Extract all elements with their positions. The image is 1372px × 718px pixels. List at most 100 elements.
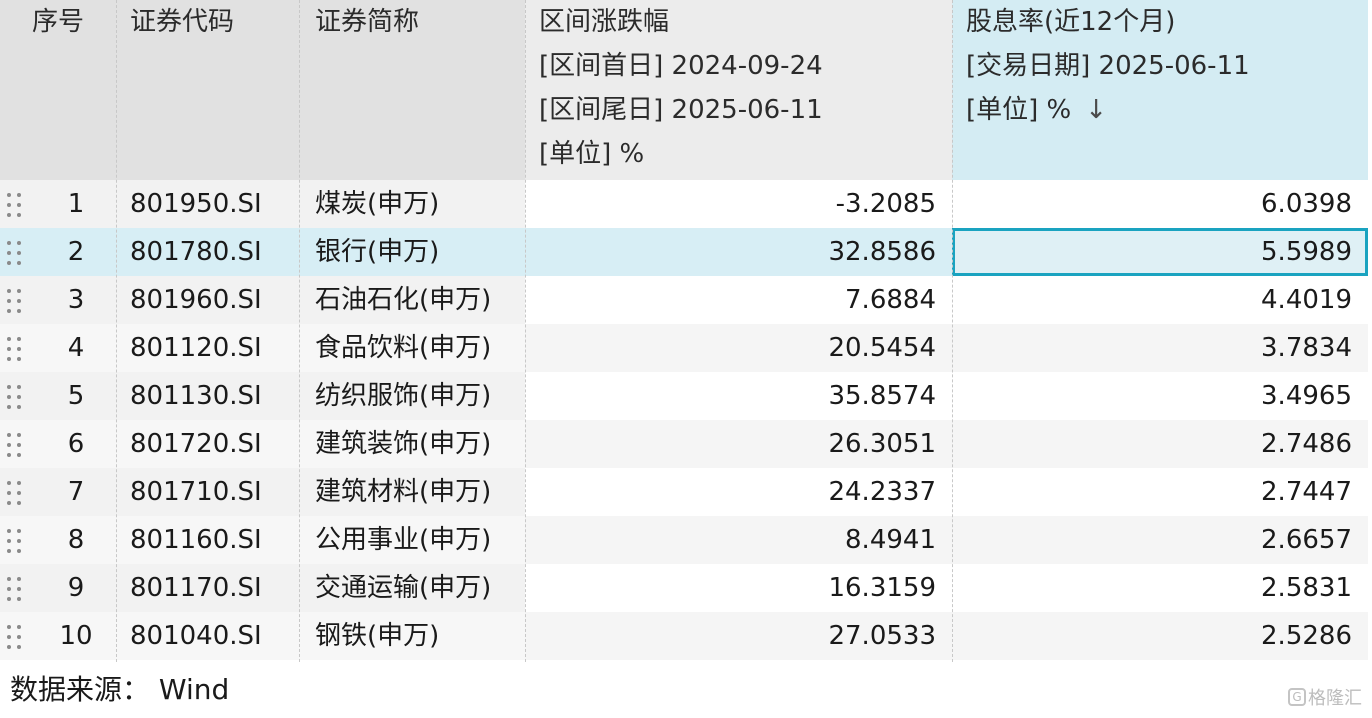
cell-change[interactable]: 8.4941 [525, 516, 952, 564]
cell-yield[interactable]: 2.6657 [952, 516, 1368, 564]
cell-code[interactable]: 801160.SI [116, 516, 299, 564]
cell-yield[interactable]: 3.7834 [952, 324, 1368, 372]
cell-change[interactable]: 26.3051 [525, 420, 952, 468]
cell-code[interactable]: 801170.SI [116, 564, 299, 612]
drag-grip-icon [7, 337, 25, 361]
cell-name[interactable]: 纺织服饰(申万) [299, 372, 525, 420]
cell-name[interactable]: 食品饮料(申万) [299, 324, 525, 372]
cell-code[interactable]: 801780.SI [116, 228, 299, 276]
cell-change[interactable]: 32.8586 [525, 228, 952, 276]
table-row[interactable]: 9 801170.SI 交通运输(申万) 16.3159 2.5831 [0, 564, 1368, 612]
cell-yield[interactable]: 2.5286 [952, 612, 1368, 660]
watermark-text: 格隆汇 [1308, 688, 1362, 709]
cell-seq: 9 [40, 564, 116, 612]
column-header-change[interactable]: 区间涨跌幅 [区间首日] 2024-09-24 [区间尾日] 2025-06-1… [525, 0, 952, 180]
row-drag-handle[interactable] [0, 372, 40, 420]
cell-name[interactable]: 石油石化(申万) [299, 276, 525, 324]
row-drag-handle[interactable] [0, 324, 40, 372]
cell-seq: 6 [40, 420, 116, 468]
cell-code[interactable]: 801130.SI [116, 372, 299, 420]
table-row[interactable]: 5 801130.SI 纺织服饰(申万) 35.8574 3.4965 [0, 372, 1368, 420]
cell-change[interactable]: 20.5454 [525, 324, 952, 372]
cell-change[interactable]: 24.2337 [525, 468, 952, 516]
cell-code[interactable]: 801960.SI [116, 276, 299, 324]
table-row[interactable]: 8 801160.SI 公用事业(申万) 8.4941 2.6657 [0, 516, 1368, 564]
column-divider [525, 0, 526, 662]
cell-change[interactable]: 27.0533 [525, 612, 952, 660]
row-drag-handle[interactable] [0, 468, 40, 516]
column-header-name[interactable]: 证券简称 [299, 0, 525, 180]
cell-name[interactable]: 公用事业(申万) [299, 516, 525, 564]
cell-name[interactable]: 钢铁(申万) [299, 612, 525, 660]
drag-grip-icon [7, 625, 25, 649]
cell-seq: 7 [40, 468, 116, 516]
cell-yield[interactable]: 2.7447 [952, 468, 1368, 516]
row-drag-handle[interactable] [0, 420, 40, 468]
cell-yield[interactable]: 2.5831 [952, 564, 1368, 612]
column-header-seq[interactable]: 序号 [0, 0, 116, 180]
cell-code[interactable]: 801040.SI [116, 612, 299, 660]
drag-grip-icon [7, 241, 25, 265]
cell-code[interactable]: 801710.SI [116, 468, 299, 516]
cell-change[interactable]: 16.3159 [525, 564, 952, 612]
header-yield-date: [交易日期] 2025-06-11 [966, 51, 1250, 81]
drag-grip-icon [7, 385, 25, 409]
cell-seq: 5 [40, 372, 116, 420]
cell-yield[interactable]: 4.4019 [952, 276, 1368, 324]
table-row[interactable]: 1 801950.SI 煤炭(申万) -3.2085 6.0398 [0, 180, 1368, 228]
cell-seq: 1 [40, 180, 116, 228]
cell-code[interactable]: 801720.SI [116, 420, 299, 468]
cell-yield[interactable]: 6.0398 [952, 180, 1368, 228]
cell-change[interactable]: -3.2085 [525, 180, 952, 228]
row-drag-handle[interactable] [0, 612, 40, 660]
table-row[interactable]: 4 801120.SI 食品饮料(申万) 20.5454 3.7834 [0, 324, 1368, 372]
table-row[interactable]: 7 801710.SI 建筑材料(申万) 24.2337 2.7447 [0, 468, 1368, 516]
header-yield-unit-line: [单位] % ↓ [966, 88, 1368, 132]
cell-yield-focused[interactable]: 5.5989 [952, 228, 1368, 276]
cell-seq: 8 [40, 516, 116, 564]
header-change-unit: [单位] % [539, 139, 645, 169]
header-yield-title: 股息率(近12个月) [966, 7, 1176, 37]
drag-grip-icon [7, 289, 25, 313]
column-divider [116, 0, 117, 662]
cell-code[interactable]: 801120.SI [116, 324, 299, 372]
cell-name[interactable]: 交通运输(申万) [299, 564, 525, 612]
cell-name[interactable]: 建筑材料(申万) [299, 468, 525, 516]
header-code-label: 证券代码 [130, 7, 235, 37]
cell-seq: 3 [40, 276, 116, 324]
drag-grip-icon [7, 529, 25, 553]
row-drag-handle[interactable] [0, 276, 40, 324]
drag-grip-icon [7, 193, 25, 217]
row-drag-handle[interactable] [0, 516, 40, 564]
cell-name[interactable]: 建筑装饰(申万) [299, 420, 525, 468]
data-source-note: 数据来源： Wind [10, 673, 230, 706]
table-row-selected[interactable]: 2 801780.SI 银行(申万) 32.8586 5.5989 [0, 228, 1368, 276]
cell-code[interactable]: 801950.SI [116, 180, 299, 228]
cell-name[interactable]: 银行(申万) [299, 228, 525, 276]
header-yield-unit: [单位] % [966, 95, 1072, 125]
drag-grip-icon [7, 481, 25, 505]
column-divider [952, 0, 953, 662]
table-row[interactable]: 10 801040.SI 钢铁(申万) 27.0533 2.5286 [0, 612, 1368, 660]
row-drag-handle[interactable] [0, 228, 40, 276]
cell-yield[interactable]: 3.4965 [952, 372, 1368, 420]
watermark: G 格隆汇 [1288, 684, 1362, 710]
brand-logo-icon: G [1288, 688, 1306, 706]
table-row[interactable]: 3 801960.SI 石油石化(申万) 7.6884 4.4019 [0, 276, 1368, 324]
table-row[interactable]: 6 801720.SI 建筑装饰(申万) 26.3051 2.7486 [0, 420, 1368, 468]
column-header-yield[interactable]: 股息率(近12个月) [交易日期] 2025-06-11 [单位] % ↓ [952, 0, 1368, 180]
row-drag-handle[interactable] [0, 180, 40, 228]
column-divider [299, 0, 300, 662]
header-change-end-date: [区间尾日] 2025-06-11 [539, 95, 823, 125]
sort-desc-icon[interactable]: ↓ [1085, 95, 1108, 125]
cell-name[interactable]: 煤炭(申万) [299, 180, 525, 228]
cell-change[interactable]: 7.6884 [525, 276, 952, 324]
cell-change[interactable]: 35.8574 [525, 372, 952, 420]
header-seq-label: 序号 [31, 7, 84, 37]
cell-seq: 2 [40, 228, 116, 276]
cell-yield[interactable]: 2.7486 [952, 420, 1368, 468]
column-header-code[interactable]: 证券代码 [116, 0, 299, 180]
row-drag-handle[interactable] [0, 564, 40, 612]
header-name-label: 证券简称 [315, 7, 420, 37]
header-change-start-date: [区间首日] 2024-09-24 [539, 51, 823, 81]
